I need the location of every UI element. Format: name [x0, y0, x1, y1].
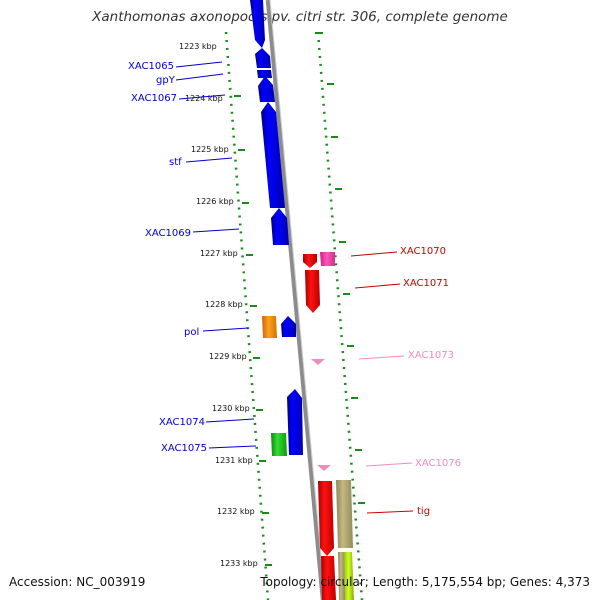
gene-label-XAC1069[interactable]: XAC1069: [145, 228, 191, 239]
gene-label-XAC1073[interactable]: XAC1073: [408, 350, 454, 361]
gene-label-XAC1065[interactable]: XAC1065: [128, 61, 174, 72]
gene-arrow-small[interactable]: [317, 465, 331, 471]
gene-block-tan[interactable]: [336, 480, 353, 548]
gene-label-tig[interactable]: tig: [417, 506, 430, 517]
gene-arrow[interactable]: [250, 0, 265, 48]
tick-label: 1223 kbp: [179, 42, 217, 51]
genome-axis: [265, 0, 326, 600]
gene-block-tan[interactable]: [338, 552, 345, 600]
gene-label-XAC1075[interactable]: XAC1075: [161, 443, 207, 454]
gene-label-XAC1070[interactable]: XAC1070: [400, 246, 446, 257]
gene-label-XAC1067[interactable]: XAC1067: [131, 93, 177, 104]
gene-block-pink[interactable]: [320, 252, 335, 266]
tick-label: 1230 kbp: [212, 404, 250, 413]
gene-label-gpY[interactable]: gpY: [156, 75, 176, 86]
gene-label-stf[interactable]: stf: [169, 157, 182, 168]
tick-label: 1233 kbp: [220, 559, 258, 568]
gene-label-XAC1071[interactable]: XAC1071: [403, 278, 449, 289]
left-gene-labels: XAC1065 gpY XAC1067 stf XAC1069 pol XAC1…: [128, 61, 207, 454]
tick-label: 1226 kbp: [196, 197, 234, 206]
gene-arrow-small[interactable]: [311, 359, 325, 365]
gene-block-green[interactable]: [271, 433, 287, 456]
genome-meta-text: Topology: circular; Length: 5,175,554 bp…: [260, 575, 590, 589]
right-leaders: [350, 251, 414, 514]
tick-label: 1229 kbp: [209, 352, 247, 361]
tick-label: 1228 kbp: [205, 300, 243, 309]
forward-genes: [250, 0, 303, 456]
gene-arrow[interactable]: [303, 254, 317, 268]
gene-label-XAC1074[interactable]: XAC1074: [159, 417, 205, 428]
gene-arrow[interactable]: [321, 556, 336, 600]
tick-label: 1224 kbp: [185, 94, 223, 103]
gene-label-XAC1076[interactable]: XAC1076: [415, 458, 461, 469]
accession-text: Accession: NC_003919: [9, 575, 146, 589]
map-title: Xanthomonas axonopodis pv. citri str. 30…: [92, 9, 508, 25]
tick-label: 1225 kbp: [191, 145, 229, 154]
gene-arrow[interactable]: [255, 48, 271, 68]
gene-arrow[interactable]: [281, 316, 296, 337]
right-gene-labels: XAC1070 XAC1071 XAC1073 XAC1076 tig: [400, 246, 461, 517]
gene-label-pol[interactable]: pol: [184, 327, 199, 338]
gene-arrow[interactable]: [258, 76, 275, 102]
reverse-genes: [303, 252, 354, 600]
gene-arrow[interactable]: [261, 102, 285, 208]
tick-label: 1231 kbp: [215, 456, 253, 465]
gene-arrow[interactable]: [287, 389, 303, 455]
gene-block-orange[interactable]: [262, 316, 277, 338]
gene-arrow[interactable]: [271, 208, 289, 245]
gene-block-lime[interactable]: [343, 552, 354, 600]
track-dashes: [234, 32, 365, 566]
tick-label: 1232 kbp: [217, 507, 255, 516]
tick-label: 1227 kbp: [200, 249, 238, 258]
gene-arrow[interactable]: [305, 270, 320, 313]
gene-arrow[interactable]: [318, 481, 334, 556]
left-leaders: [175, 61, 257, 449]
scale-ticks: 1223 kbp 1224 kbp 1225 kbp 1226 kbp 1227…: [179, 42, 258, 568]
gene-arrow[interactable]: [257, 70, 272, 78]
